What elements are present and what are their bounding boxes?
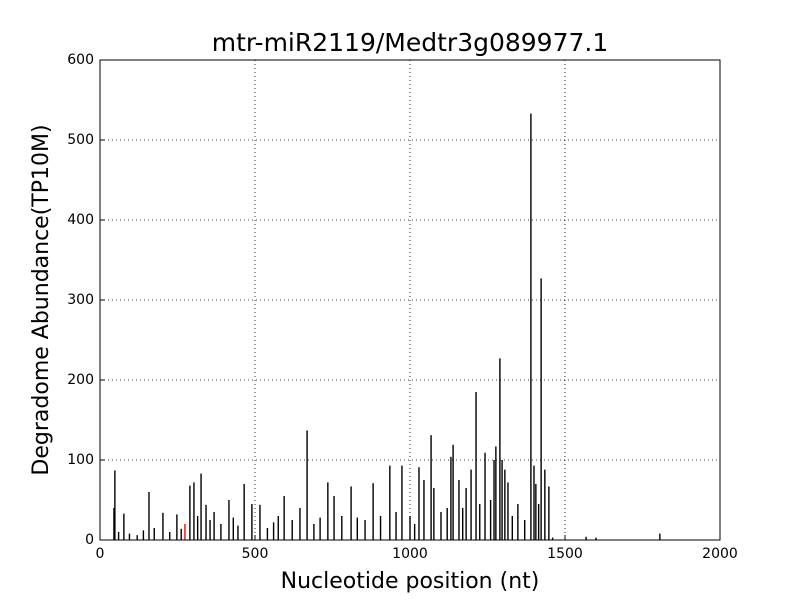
x-tick-label: 1000 <box>392 546 428 562</box>
y-tick-label: 0 <box>85 532 94 548</box>
x-tick-label: 2000 <box>702 546 738 562</box>
x-tick-label: 0 <box>96 546 105 562</box>
y-tick-label: 100 <box>67 452 94 468</box>
y-tick-label: 200 <box>67 372 94 388</box>
y-tick-label: 300 <box>67 292 94 308</box>
y-tick-label: 400 <box>67 212 94 228</box>
x-tick-label: 1500 <box>547 546 583 562</box>
x-axis-label: Nucleotide position (nt) <box>281 569 540 594</box>
y-axis-label: Degradome Abundance(TP10M) <box>29 124 54 475</box>
y-tick-label: 500 <box>67 132 94 148</box>
chart-title: mtr-miR2119/Medtr3g089977.1 <box>212 28 609 57</box>
y-tick-label: 600 <box>67 52 94 68</box>
plot-frame <box>99 59 721 541</box>
x-tick-label: 500 <box>242 546 269 562</box>
